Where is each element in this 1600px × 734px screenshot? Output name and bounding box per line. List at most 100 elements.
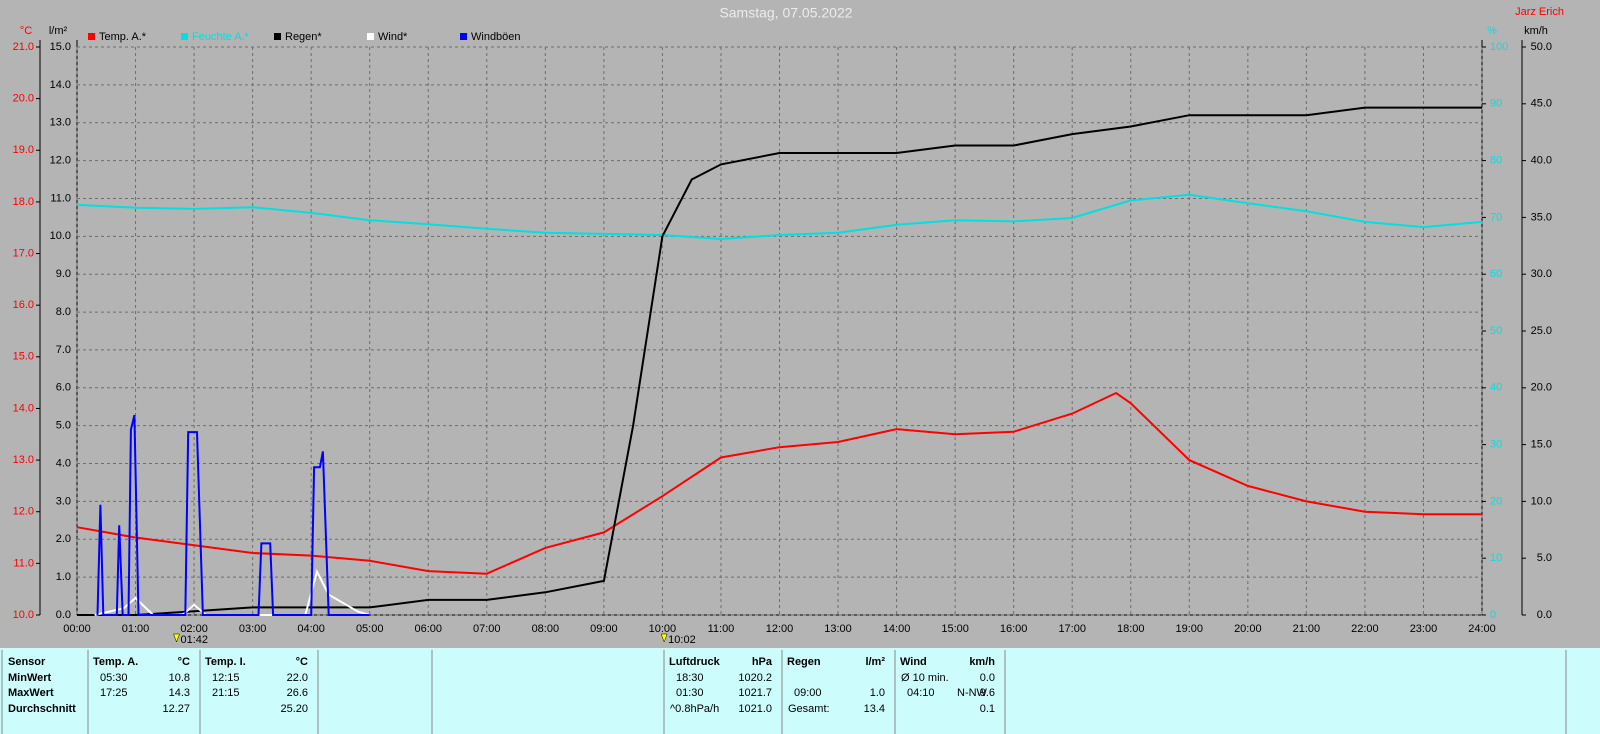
temp-tick-label: 18.0 <box>13 196 34 208</box>
legend-swatch <box>367 33 374 40</box>
stats-group: Sensor MinWert MaxWert Durchschnitt Temp. A.… <box>1 650 1567 734</box>
x-tick-label: 02:00 <box>180 623 208 635</box>
humidity-tick-label: 80 <box>1490 155 1502 167</box>
group-unit: °C <box>296 656 308 668</box>
cell-value: 1020.2 <box>738 672 772 684</box>
x-tick-label: 19:00 <box>1176 623 1204 635</box>
temp-tick-label: 11.0 <box>13 557 34 569</box>
group-title: Luftdruck <box>669 656 721 668</box>
cell-time: 17:25 <box>100 687 128 699</box>
wind-tick-label: 35.0 <box>1531 211 1552 223</box>
temp-tick-label: 19.0 <box>13 144 34 156</box>
x-tick-label: 07:00 <box>473 623 501 635</box>
annotation-label: 01:42 <box>181 634 209 646</box>
cell-time: ^0.8hPa/h <box>670 703 719 715</box>
x-tick-label: 15:00 <box>941 623 969 635</box>
cell-value: 1021.7 <box>738 687 772 699</box>
stats-table <box>0 648 1600 734</box>
x-tick-label: 10:00 <box>649 623 677 635</box>
x-tick-label: 24:00 <box>1468 623 1496 635</box>
series-line <box>77 106 1482 616</box>
rain-tick-label: 13.0 <box>50 117 71 129</box>
humidity-tick-label: 0 <box>1490 609 1496 621</box>
group-unit: km/h <box>969 656 995 668</box>
wind-tick-label: 5.0 <box>1537 552 1552 564</box>
series-line <box>96 414 370 616</box>
wind-tick-label: 50.0 <box>1531 41 1552 53</box>
humidity-tick-label: 40 <box>1490 382 1502 394</box>
legend-label: Windböen <box>471 31 521 43</box>
series-line <box>94 569 370 616</box>
rain-axis-unit: l/m² <box>49 25 68 37</box>
humidity-tick-label: 30 <box>1490 439 1502 451</box>
rain-tick-label: 3.0 <box>56 495 71 507</box>
cell-mid: N-NW <box>957 687 988 699</box>
annotation-label: 10:02 <box>668 634 696 646</box>
row-label: MinWert <box>8 672 52 684</box>
humidity-tick-label: 60 <box>1490 268 1502 280</box>
rain-tick-label: 0.0 <box>56 609 71 621</box>
group-title: Wind <box>900 656 927 668</box>
temp-tick-label: 17.0 <box>13 247 34 259</box>
annotation-marker <box>173 633 180 643</box>
rain-tick-label: 11.0 <box>50 192 71 204</box>
rain-tick-label: 1.0 <box>56 571 71 583</box>
rain-tick-label: 15.0 <box>50 41 71 53</box>
cell-value: 1021.0 <box>738 703 772 715</box>
cell-time: 18:30 <box>676 672 704 684</box>
rain-tick-label: 10.0 <box>50 230 71 242</box>
temp-tick-label: 15.0 <box>13 351 34 363</box>
x-tick-label: 17:00 <box>1058 623 1086 635</box>
cell-value: 25.20 <box>280 703 308 715</box>
cell-value: 10.8 <box>169 672 190 684</box>
x-tick-label: 20:00 <box>1234 623 1262 635</box>
humidity-tick-label: 100 <box>1490 41 1508 53</box>
x-tick-label: 14:00 <box>883 623 911 635</box>
cell-time: 21:15 <box>212 687 240 699</box>
cell-time: Ø 10 min. <box>901 672 949 684</box>
cell-time: 12:15 <box>212 672 240 684</box>
x-tick-label: 11:00 <box>708 623 735 635</box>
cell-value: 0.0 <box>980 672 995 684</box>
wind-tick-label: 0.0 <box>1537 609 1552 621</box>
rain-tick-label: 6.0 <box>56 382 71 394</box>
row-label: Durchschnitt <box>8 703 76 715</box>
x-tick-label: 21:00 <box>1293 623 1321 635</box>
wind-tick-label: 10.0 <box>1531 495 1552 507</box>
rain-tick-label: 9.0 <box>56 268 71 280</box>
cell-value: 0.1 <box>980 703 995 715</box>
temp-tick-label: 13.0 <box>13 454 34 466</box>
cell-time: Gesamt: <box>788 703 830 715</box>
legend-swatch <box>88 33 95 40</box>
rain-tick-label: 14.0 <box>50 79 71 91</box>
x-tick-label: 03:00 <box>239 623 267 635</box>
cell-value: 22.0 <box>287 672 308 684</box>
x-tick-label: 08:00 <box>532 623 560 635</box>
x-tick-label: 16:00 <box>1000 623 1028 635</box>
temp-tick-label: 20.0 <box>13 93 34 105</box>
author: Jarz Erich <box>1515 6 1564 18</box>
x-tick-label: 00:00 <box>63 623 91 635</box>
cell-value: 13.4 <box>864 703 885 715</box>
rain-tick-label: 12.0 <box>50 155 71 167</box>
cell-time: 01:30 <box>676 687 704 699</box>
cell-time: 05:30 <box>100 672 128 684</box>
temp-tick-label: 10.0 <box>13 609 34 621</box>
x-tick-label: 12:00 <box>766 623 794 635</box>
cell-value: 1.0 <box>870 687 885 699</box>
legend-label: Regen* <box>285 31 322 43</box>
x-tick-label: 22:00 <box>1351 623 1379 635</box>
temp-tick-label: 21.0 <box>13 41 34 53</box>
wind-tick-label: 15.0 <box>1531 439 1552 451</box>
group-title: Temp. A. <box>93 656 138 668</box>
x-tick-label: 18:00 <box>1117 623 1145 635</box>
group-unit: l/m² <box>865 656 885 668</box>
temp-axis-unit: °C <box>20 25 32 37</box>
temp-tick-label: 12.0 <box>13 506 34 518</box>
cell-value: 12.27 <box>162 703 190 715</box>
legend-swatch <box>460 33 467 40</box>
cell-time: 09:00 <box>794 687 822 699</box>
background <box>0 0 1600 648</box>
humidity-axis-unit: % <box>1487 25 1497 37</box>
legend-swatch <box>274 33 281 40</box>
